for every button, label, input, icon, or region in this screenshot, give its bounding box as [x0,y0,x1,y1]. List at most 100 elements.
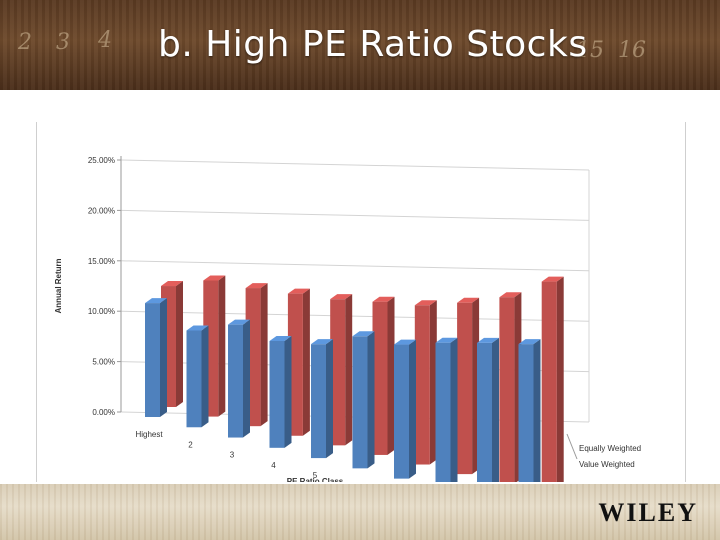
bar-value-weighted-side [533,339,541,482]
x-tick-label: 5 [313,471,318,480]
gridline [120,159,590,171]
header-number: 2 [18,30,32,55]
bar-equally-weighted-top [161,281,183,287]
bar-equally-weighted-side [176,281,183,407]
bar-value-weighted [145,298,167,417]
chart-frame: 0.00% 5.00% 10.00% 15.00% 20.00% 25.00% Annual… [36,122,686,482]
bar-value-weighted-top [269,335,292,341]
bar-value-weighted [186,325,209,428]
y-tick-label: 0.00% [92,408,115,417]
bar-equally-weighted [287,288,310,436]
logo-text: WILEY [598,498,698,527]
bar-equally-weighted [372,296,395,455]
bar-equally-weighted-front [457,302,473,475]
header-number: 16 [618,38,646,63]
bar-equally-weighted-top [372,296,395,302]
bar-value-weighted [394,339,416,479]
bar-equally-weighted-front [541,281,557,482]
bar-equally-weighted-side [556,276,564,482]
bar-value-weighted-front [186,330,202,428]
bar-value-weighted-top [186,325,209,331]
bar-value-weighted-top [518,339,541,345]
bar-value-weighted-front [518,344,534,482]
bar-value-weighted-front [477,342,492,482]
bar-equally-weighted-top [203,275,226,281]
bar-equally-weighted-top [541,276,564,282]
bar-value-weighted-side [367,331,375,469]
header-number: 3 [56,30,70,55]
bar-chart: 0.00% 5.00% 10.00% 15.00% 20.00% 25.00% Annual… [54,156,641,482]
bar-value-weighted-side [201,325,209,428]
y-tick-label: 25.00% [88,156,115,165]
bar-value-weighted [435,337,458,482]
header-number: 4 [98,28,112,53]
bar-value-weighted-front [394,344,409,479]
bar-value-weighted-front [228,324,243,438]
bar-equally-weighted [330,294,353,446]
bar-equally-weighted-front [287,293,303,436]
series-label-value-weighted: Value Weighted [579,460,635,469]
bar-equally-weighted-front [372,301,388,455]
bar-value-weighted [518,339,541,482]
slide-footer: WILEY [0,484,720,540]
bar-equally-weighted-top [499,292,522,298]
bar-value-weighted [311,339,333,459]
bar-equally-weighted-top [414,300,437,306]
bar-equally-weighted-side [302,288,310,436]
bar-value-weighted-front [352,336,368,469]
bar-value-weighted-top [394,339,416,345]
bar-equally-weighted [541,276,564,482]
bar-value-weighted [477,337,499,482]
bar-equally-weighted-front [330,299,346,446]
bar-value-weighted [269,335,292,448]
paper-texture [0,484,720,540]
bar-value-weighted-top [228,319,250,325]
x-tick-label: Highest [135,430,163,439]
bar-equally-weighted-top [457,297,480,303]
bar-equally-weighted-side [345,294,353,446]
x-tick-label: 3 [230,451,235,460]
bar-value-weighted-side [409,339,416,479]
x-axis-label: PE Ratio Class [287,477,344,482]
depth-axis [566,433,578,460]
bar-value-weighted-front [311,344,326,459]
bar-value-weighted-front [145,303,160,417]
slide-title: b. High PE Ratio Stocks [158,24,588,65]
bar-value-weighted-side [326,339,333,459]
bar-value-weighted-side [284,335,292,448]
wiley-logo: WILEY [598,498,698,528]
wood-texture [0,0,720,90]
x-tick-label: 4 [271,461,276,470]
bar-value-weighted-top [311,339,333,345]
bar-equally-weighted-side [429,300,437,465]
header-number: 15 [576,38,604,63]
bar-value-weighted [352,331,375,469]
bar-value-weighted-side [160,298,167,417]
gridline [120,260,590,272]
slide-header: 2 3 4 15 16 b. High PE Ratio Stocks [0,0,720,90]
y-tick-label: 20.00% [88,206,115,215]
bar-equally-weighted-front [414,305,430,465]
x-tick-label: 2 [188,440,193,449]
bar-equally-weighted-top [245,283,268,289]
series-label-equally-weighted: Equally Weighted [579,444,641,453]
bar-value-weighted-top [477,337,499,343]
y-axis-label: Annual Return [54,258,63,313]
bar-equally-weighted-top [287,288,310,294]
bar-value-weighted-front [435,342,451,482]
bar-equally-weighted [457,297,480,475]
bar-equally-weighted [499,292,522,482]
bar-equally-weighted-side [387,296,395,455]
bar-value-weighted [228,319,250,438]
bar-equally-weighted-side [260,283,268,427]
bar-value-weighted-side [243,319,250,438]
x-tick-label: 6 [354,481,359,482]
bar-equally-weighted-top [330,294,353,300]
bar-value-weighted-top [435,337,458,343]
bar-value-weighted-side [450,337,458,482]
bar-value-weighted-front [269,340,285,448]
y-tick-label: 15.00% [88,257,115,266]
bar-value-weighted-top [352,331,375,337]
y-tick-label: 10.00% [88,307,115,316]
bar-value-weighted-top [145,298,167,304]
